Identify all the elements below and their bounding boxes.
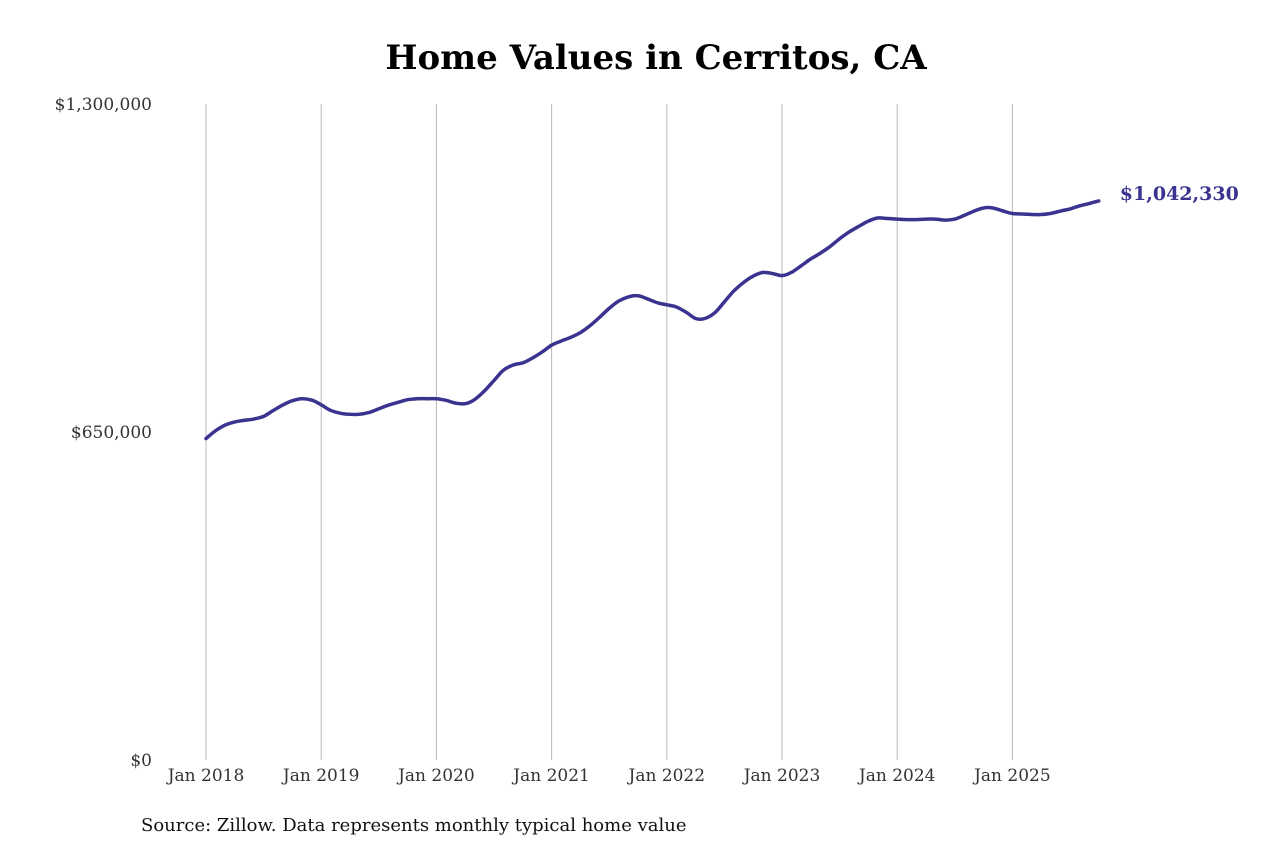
source-note: Source: Zillow. Data represents monthly … <box>141 815 687 836</box>
vertical-gridlines <box>205 104 1013 760</box>
x-tick-label: Jan 2022 <box>627 766 706 786</box>
x-tick-label: Jan 2023 <box>742 766 821 786</box>
chart-title: Home Values in Cerritos, CA <box>385 38 927 78</box>
end-label-layer: $1,042,330 <box>1120 183 1239 205</box>
x-tick-label: Jan 2024 <box>857 766 936 786</box>
x-tick-label: Jan 2021 <box>511 766 590 786</box>
x-tick-label: Jan 2018 <box>166 766 245 786</box>
y-tick-label: $1,300,000 <box>55 95 152 115</box>
series-layer <box>204 199 1101 441</box>
end-value-label: $1,042,330 <box>1120 183 1239 205</box>
y-axis-tick-labels: $0 $650,000 $1,300,000 <box>55 95 152 771</box>
x-tick-label: Jan 2025 <box>972 766 1051 786</box>
y-tick-label: $0 <box>130 751 152 771</box>
x-axis-tick-labels: Jan 2018 Jan 2019 Jan 2020 Jan 2021 Jan 2022… <box>166 766 1051 786</box>
y-tick-label: $650,000 <box>71 423 152 443</box>
x-tick-label: Jan 2020 <box>396 766 475 786</box>
x-tick-label: Jan 2019 <box>281 766 360 786</box>
series-line <box>204 199 1101 441</box>
